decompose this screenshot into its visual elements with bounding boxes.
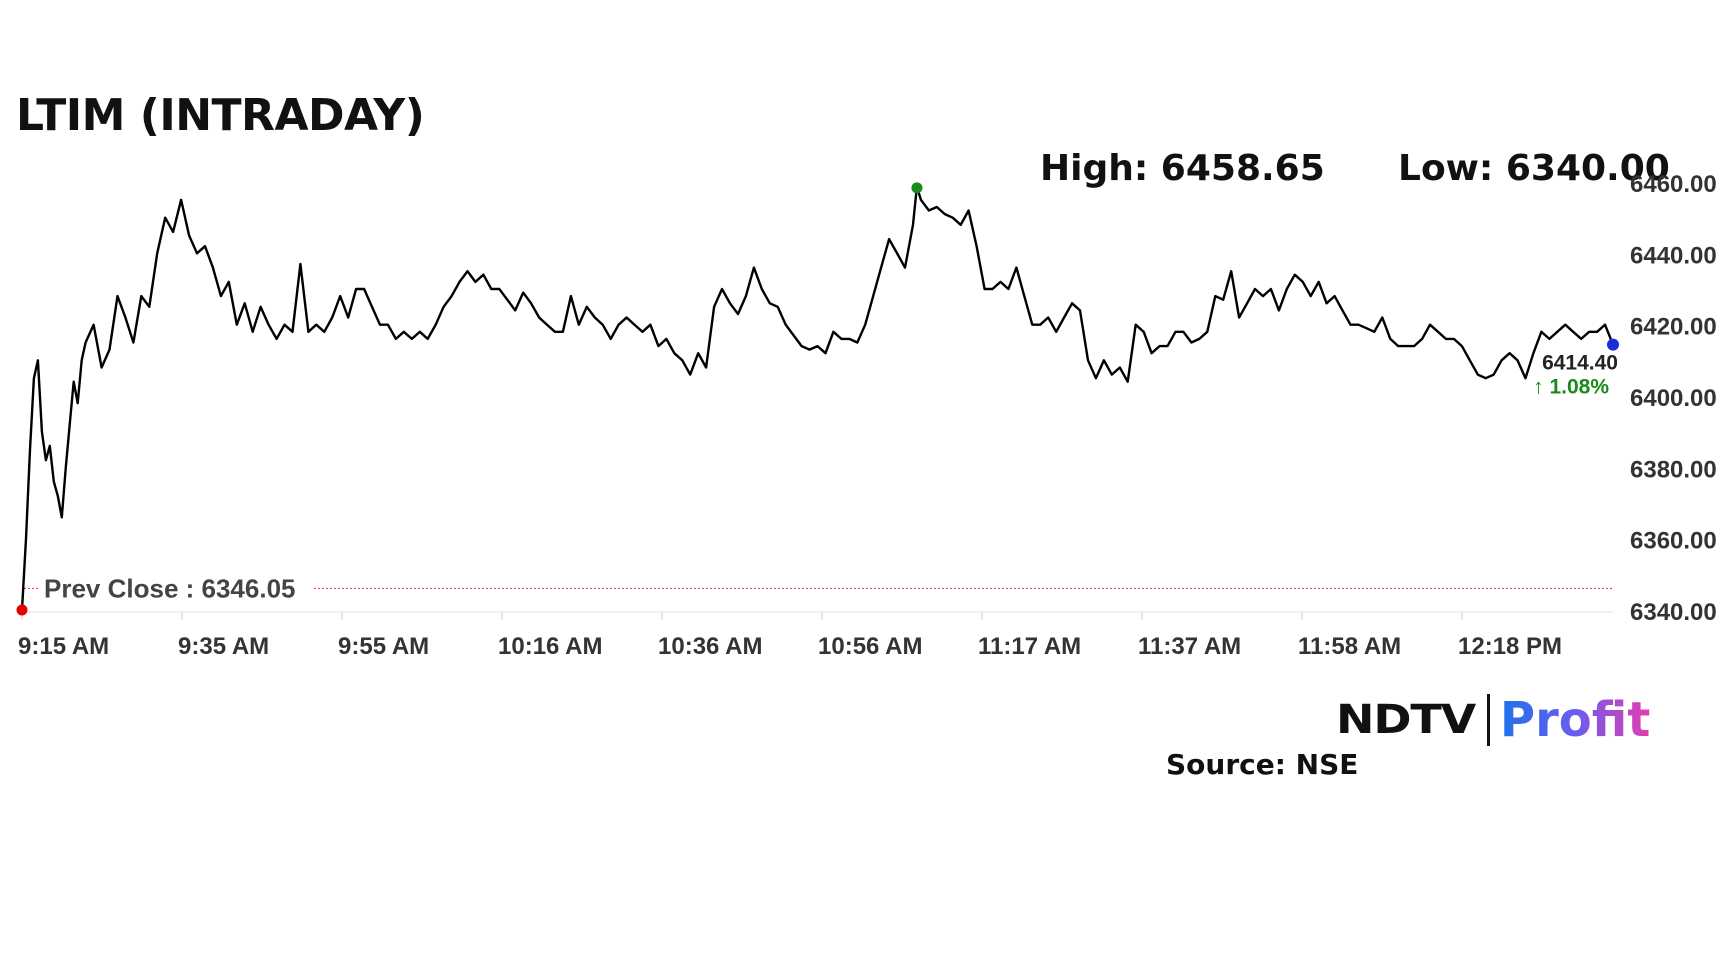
last-price-label: 6414.40 xyxy=(1542,352,1618,375)
logo-ndtv-text: NDTV xyxy=(1336,697,1476,743)
x-tick-label: 9:15 AM xyxy=(18,633,109,660)
x-tick-label: 9:55 AM xyxy=(338,633,429,660)
series-layer xyxy=(20,185,1615,611)
axes-layer: 6460.00 6440.00 6420.00 6400.00 6380.00 6360.… xyxy=(18,171,1717,660)
x-tick-label: 12:18 PM xyxy=(1458,633,1562,660)
y-tick-label: 6440.00 xyxy=(1630,242,1717,269)
source-note: Source: NSE xyxy=(1166,748,1359,781)
change-percent-label: ↑ 1.08% xyxy=(1533,376,1609,399)
y-tick-label: 6420.00 xyxy=(1630,314,1717,341)
ndtv-profit-logo: NDTV Profit xyxy=(1336,690,1650,750)
y-tick-label: 6340.00 xyxy=(1630,599,1717,626)
high-marker xyxy=(911,182,923,194)
last-price-marker xyxy=(1607,338,1619,351)
x-tick-label: 9:35 AM xyxy=(178,633,269,660)
x-tick-label: 10:16 AM xyxy=(498,633,602,660)
high-value-label: High: 6458.65 xyxy=(1040,148,1325,189)
price-series-line xyxy=(20,185,1615,611)
marks-layer: 6414.40↑ 1.08% xyxy=(16,182,1619,616)
logo-divider xyxy=(1486,694,1490,746)
x-tick-label: 11:58 AM xyxy=(1298,633,1401,660)
x-tick-label: 11:17 AM xyxy=(978,633,1081,660)
x-tick-label: 10:36 AM xyxy=(658,633,762,660)
low-marker xyxy=(16,604,28,616)
y-tick-label: 6460.00 xyxy=(1630,171,1717,198)
y-tick-label: 6360.00 xyxy=(1630,528,1717,555)
low-value-label: Low: 6340.00 xyxy=(1398,148,1670,189)
x-tick-label: 10:56 AM xyxy=(818,633,922,660)
x-tick-label: 11:37 AM xyxy=(1138,633,1241,660)
y-tick-label: 6400.00 xyxy=(1630,385,1717,412)
prev-close-label: Prev Close : 6346.05 xyxy=(44,573,296,603)
chart-title: LTIM (INTRADAY) xyxy=(16,90,425,141)
y-tick-label: 6380.00 xyxy=(1630,456,1717,483)
logo-profit-text: Profit xyxy=(1499,692,1651,748)
